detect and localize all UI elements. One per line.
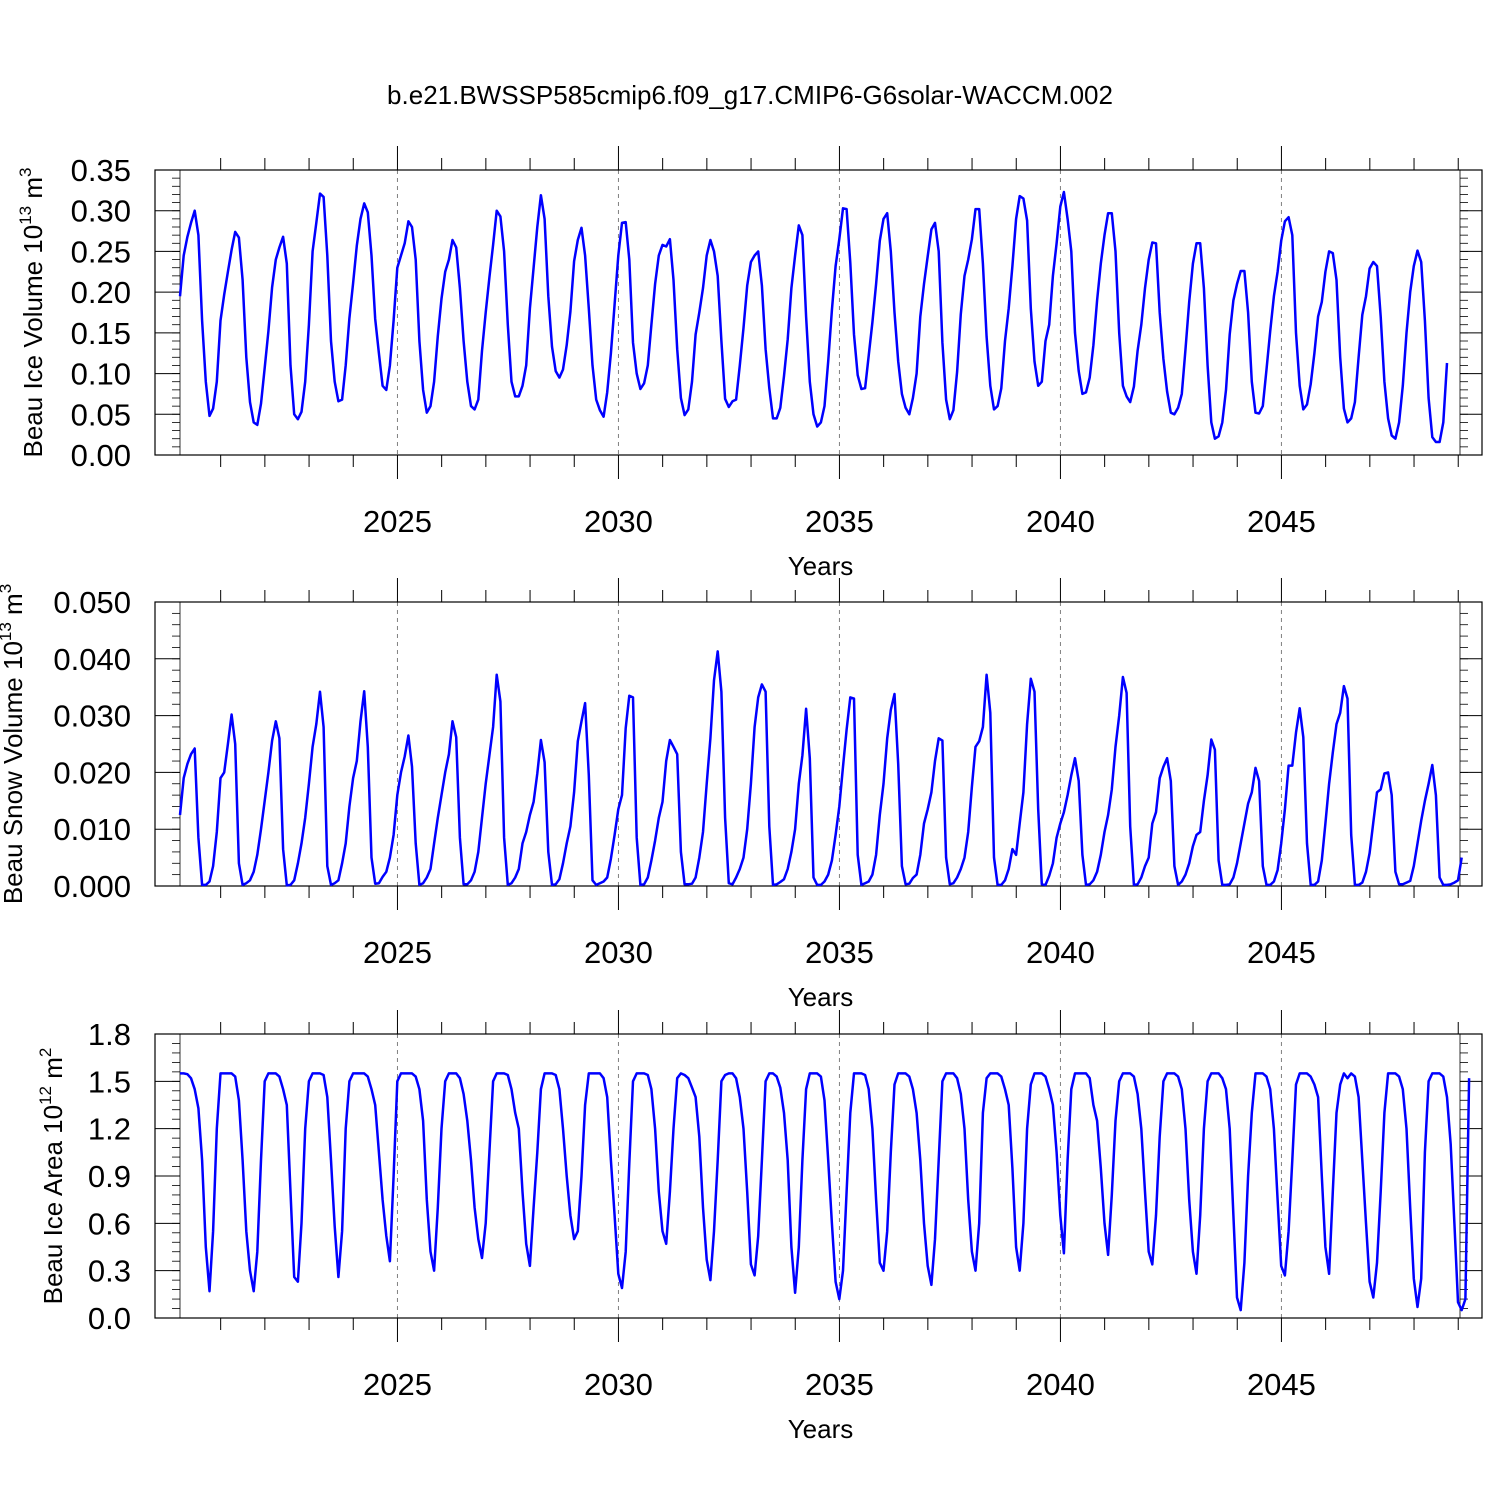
- series-line: [178, 650, 1463, 887]
- panel-1: 0.00 0.05 0.10 0.15 0.20 0.25 0.30 0.35 2025 2030…: [16, 146, 1483, 581]
- y-tick-label: 1.2: [88, 1112, 131, 1147]
- x-tick-label: 2040: [1026, 935, 1095, 970]
- x-tick-label: 2035: [805, 504, 874, 539]
- y-tick-label: 0.020: [53, 755, 131, 790]
- plot-frame: [154, 1033, 1483, 1319]
- y-tick-label: 0.040: [53, 642, 131, 677]
- x-tick-label: 2025: [363, 935, 432, 970]
- x-tick-label: 2030: [584, 935, 653, 970]
- figure-title: b.e21.BWSSP585cmip6.f09_g17.CMIP6-G6sola…: [387, 80, 1113, 110]
- x-axis-label: Years: [788, 982, 854, 1012]
- y-tick-label: 0.050: [53, 585, 131, 620]
- series-line: [180, 1072, 1471, 1312]
- x-tick-label: 2030: [584, 1367, 653, 1402]
- y-tick-label: 0.3: [88, 1254, 131, 1289]
- panel-2: 0.000 0.010 0.020 0.030 0.040 0.050 2025 2030 20…: [0, 578, 1483, 1012]
- x-tick-label: 2025: [363, 504, 432, 539]
- panel-3: 0.0 0.3 0.6 0.9 1.2 1.5 1.8 2025 2030 2035 2040 204…: [36, 1010, 1483, 1444]
- y-tick-label: 1.8: [88, 1017, 131, 1052]
- y-axis-label: Beau Ice Volume 1013 m3: [16, 168, 48, 458]
- x-tick-label: 2025: [363, 1367, 432, 1402]
- y-tick-label: 0.35: [71, 153, 131, 188]
- x-tick-label: 2040: [1026, 504, 1095, 539]
- y-axis-label: Beau Snow Volume 1013 m3: [0, 584, 28, 904]
- y-axis-label: Beau Ice Area 1012 m2: [36, 1048, 68, 1305]
- y-tick-label: 0.20: [71, 275, 131, 310]
- y-tick-label: 0.9: [88, 1159, 131, 1194]
- y-tick-label: 0.030: [53, 699, 131, 734]
- x-axis-label: Years: [788, 551, 854, 581]
- y-tick-label: 0.010: [53, 812, 131, 847]
- x-tick-label: 2035: [805, 935, 874, 970]
- y-tick-label: 0.6: [88, 1206, 131, 1241]
- x-tick-label: 2045: [1247, 935, 1316, 970]
- y-tick-label: 0.00: [71, 438, 131, 473]
- y-tick-label: 0.000: [53, 869, 131, 904]
- y-tick-label: 0.10: [71, 357, 131, 392]
- x-tick-label: 2045: [1247, 1367, 1316, 1402]
- y-tick-label: 1.5: [88, 1064, 131, 1099]
- y-tick-label: 0.25: [71, 234, 131, 269]
- y-tick-label: 0.0: [88, 1301, 131, 1336]
- plot-frame: [154, 601, 1483, 887]
- x-tick-label: 2035: [805, 1367, 874, 1402]
- y-tick-label: 0.15: [71, 316, 131, 351]
- y-tick-label: 0.30: [71, 194, 131, 229]
- x-axis-label: Years: [788, 1414, 854, 1444]
- x-tick-label: 2030: [584, 504, 653, 539]
- series-line: [178, 190, 1449, 444]
- x-tick-label: 2040: [1026, 1367, 1095, 1402]
- plot-frame: [154, 169, 1483, 456]
- y-tick-label: 0.05: [71, 397, 131, 432]
- x-tick-label: 2045: [1247, 504, 1316, 539]
